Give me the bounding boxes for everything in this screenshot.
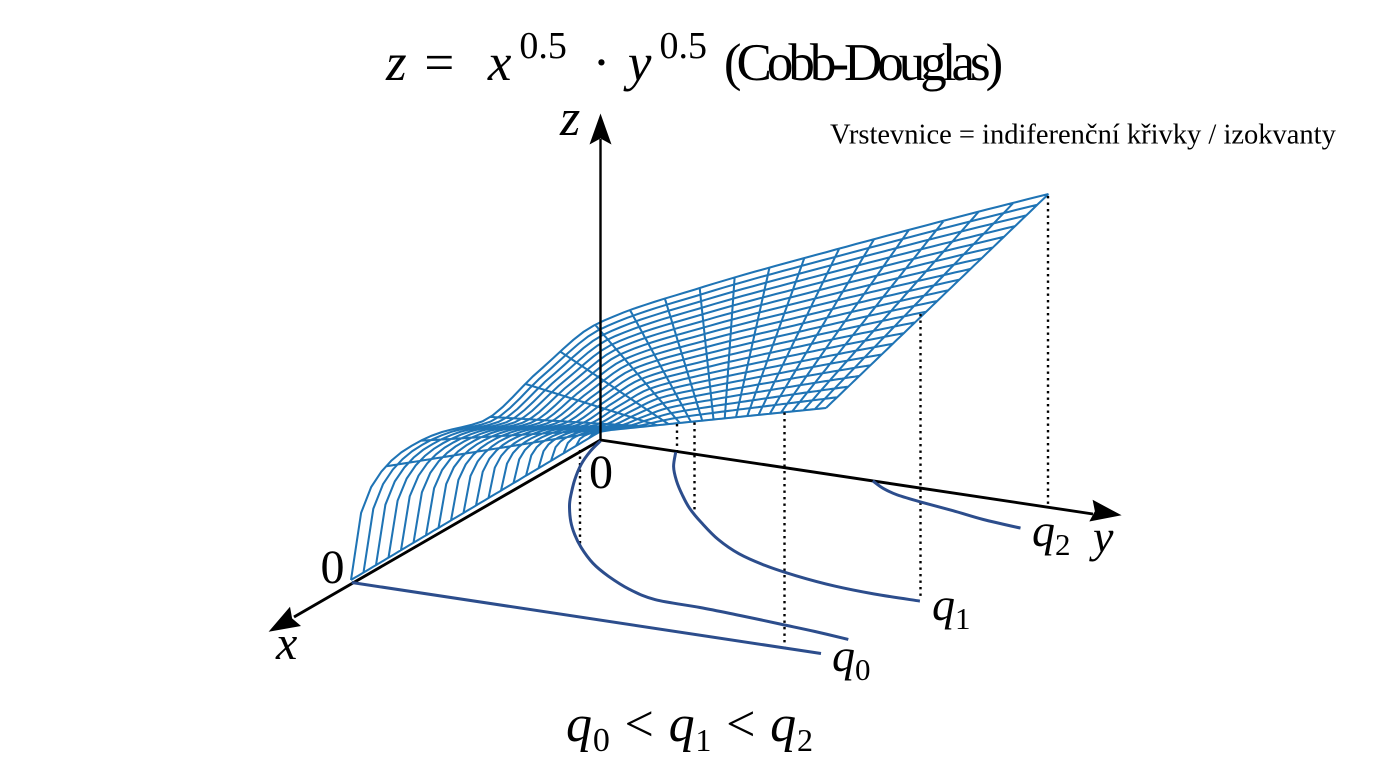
svg-text:y: y xyxy=(1089,511,1114,562)
svg-text:x: x xyxy=(275,617,297,670)
svg-text:z: z xyxy=(559,90,580,147)
svg-text:z = x0.5 · y0.5 (Cobb-Dou: z = x 0.5 · y 0.5 (Cobb-Douglas) xyxy=(385,25,1002,92)
svg-text:0: 0 xyxy=(589,446,613,499)
svg-text:Vrstevnice = indiferenční křiv: Vrstevnice = indiferenční křivky / izokv… xyxy=(830,120,1337,151)
svg-text:0: 0 xyxy=(321,541,345,594)
